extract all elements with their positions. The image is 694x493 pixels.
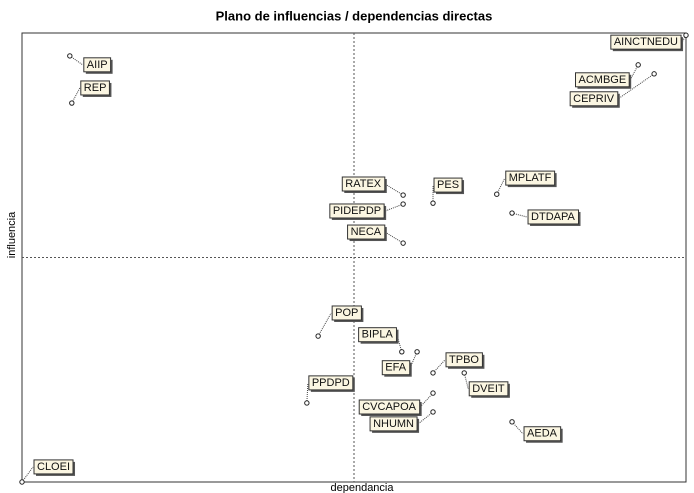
label-box [358, 399, 421, 415]
leader-line [384, 231, 404, 244]
point-label: ACMBGE [579, 74, 627, 86]
point-label: PPDPD [312, 377, 350, 389]
leader-line [71, 87, 81, 104]
point-label: AEDA [527, 428, 558, 440]
leader-line [419, 392, 434, 408]
label-box [358, 327, 397, 343]
point-label: PIDEPDP [333, 205, 381, 217]
point [430, 370, 436, 376]
point [494, 191, 500, 197]
label-box [445, 352, 483, 368]
point-label: CLOEI [37, 461, 70, 473]
label-box [505, 170, 556, 186]
point [635, 62, 641, 68]
point [400, 240, 406, 246]
point [304, 400, 310, 406]
label-box [381, 360, 411, 376]
point-label: AIIP [87, 59, 108, 71]
point-label: PES [437, 179, 459, 191]
point [399, 349, 405, 355]
label-box [569, 91, 619, 107]
point [67, 53, 73, 59]
label-box [369, 416, 418, 432]
leader-line [306, 382, 309, 404]
point [400, 201, 406, 207]
leader-line [384, 203, 404, 212]
x-axis-label: dependancia [330, 482, 394, 493]
point [400, 192, 406, 198]
label-box [347, 224, 386, 240]
point-label: POP [335, 307, 358, 319]
label-box [329, 203, 385, 219]
point [69, 100, 75, 106]
label-box [331, 305, 362, 321]
label-box [523, 426, 562, 442]
point-label: NECA [351, 226, 382, 238]
leader-line [384, 183, 404, 196]
point-label: NHUMN [373, 418, 414, 430]
point-label: CVCAPOA [362, 401, 416, 413]
point [509, 419, 515, 425]
point [430, 409, 436, 415]
label-box [308, 375, 354, 391]
label-box [575, 72, 630, 88]
leader-line [496, 177, 506, 195]
point-label: MPLATF [509, 172, 552, 184]
point [461, 370, 467, 376]
point-label: EFA [385, 362, 406, 374]
label-box [468, 381, 509, 397]
leader-line [417, 411, 434, 425]
leader-line [511, 421, 524, 435]
label-box [33, 459, 74, 475]
leader-line [317, 312, 332, 337]
point-label: DTDAPA [531, 211, 575, 223]
leader-line [617, 73, 655, 100]
leader-line [463, 372, 469, 390]
leader-line [21, 466, 34, 483]
point [414, 349, 420, 355]
point-label: TPBO [449, 354, 479, 366]
point-label: REP [84, 82, 107, 94]
point-label: AINCTNEDU [614, 36, 678, 48]
y-axis-label: influencia [6, 211, 18, 258]
point [509, 210, 515, 216]
leader-line [629, 64, 639, 81]
point [430, 390, 436, 396]
point [651, 71, 657, 77]
point-label: CEPRIV [573, 93, 615, 105]
point-label: BIPLA [362, 329, 394, 341]
point [19, 479, 25, 485]
label-box [433, 177, 463, 193]
label-box [83, 57, 112, 73]
leader-line [432, 359, 446, 374]
label-box [80, 80, 110, 96]
label-box [341, 176, 386, 192]
point [430, 200, 436, 206]
point [683, 32, 689, 38]
point-label: DVEIT [472, 383, 505, 395]
point [315, 333, 321, 339]
label-box [527, 209, 579, 225]
chart-title: Plano de influencias / dependencias dire… [216, 8, 493, 23]
label-box [610, 34, 682, 50]
point-label: RATEX [345, 178, 382, 190]
